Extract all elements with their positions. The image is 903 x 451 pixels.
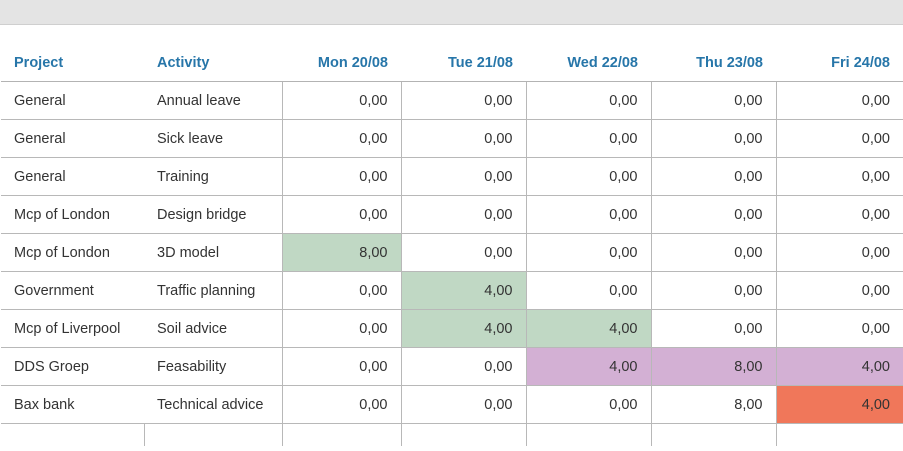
hours-cell[interactable]: 0,00 xyxy=(775,271,903,310)
project-cell: Mcp of London xyxy=(1,195,144,234)
hours-cell[interactable]: 0,00 xyxy=(775,157,903,196)
project-cell: Mcp of London xyxy=(1,233,144,272)
empty-cell[interactable] xyxy=(650,423,776,446)
table-row: Mcp of Liverpool Soil advice 0,00 4,00 4… xyxy=(1,309,903,348)
hours-cell[interactable]: 0,00 xyxy=(650,271,776,310)
hours-cell[interactable]: 4,00 xyxy=(400,309,526,348)
project-cell: General xyxy=(1,157,144,196)
column-header-day[interactable]: Thu 23/08 xyxy=(651,44,776,82)
hours-cell[interactable]: 4,00 xyxy=(775,347,903,386)
hours-cell[interactable]: 0,00 xyxy=(775,233,903,272)
project-cell: General xyxy=(1,81,144,120)
hours-cell[interactable]: 0,00 xyxy=(775,195,903,234)
hours-cell[interactable]: 0,00 xyxy=(775,119,903,158)
hours-cell[interactable]: 0,00 xyxy=(400,119,526,158)
hours-cell[interactable]: 0,00 xyxy=(400,157,526,196)
hours-cell[interactable]: 0,00 xyxy=(281,271,401,310)
empty-cell[interactable] xyxy=(1,424,144,447)
hours-cell[interactable]: 0,00 xyxy=(525,233,651,272)
top-toolbar xyxy=(0,0,903,25)
activity-cell: Training xyxy=(144,157,282,196)
hours-cell[interactable]: 0,00 xyxy=(525,195,651,234)
activity-cell: Soil advice xyxy=(144,309,282,348)
project-cell: DDS Groep xyxy=(1,347,144,386)
table-row: General Training 0,00 0,00 0,00 0,00 0,0… xyxy=(1,157,903,196)
hours-cell[interactable]: 0,00 xyxy=(525,271,651,310)
hours-cell[interactable]: 4,00 xyxy=(525,347,651,386)
hours-cell[interactable]: 0,00 xyxy=(525,157,651,196)
hours-cell[interactable]: 0,00 xyxy=(650,157,776,196)
hours-cell[interactable]: 4,00 xyxy=(525,309,651,348)
hours-cell[interactable]: 0,00 xyxy=(400,347,526,386)
hours-cell[interactable]: 0,00 xyxy=(281,157,401,196)
hours-cell[interactable]: 0,00 xyxy=(650,309,776,348)
activity-cell: Technical advice xyxy=(144,385,282,424)
column-header-activity[interactable]: Activity xyxy=(144,44,282,82)
hours-cell[interactable]: 0,00 xyxy=(400,385,526,424)
hours-cell[interactable]: 0,00 xyxy=(281,309,401,348)
hours-cell[interactable]: 8,00 xyxy=(650,385,776,424)
table-row: Bax bank Technical advice 0,00 0,00 0,00… xyxy=(1,385,903,424)
hours-cell[interactable]: 8,00 xyxy=(281,233,401,272)
hours-cell[interactable]: 0,00 xyxy=(775,81,903,120)
hours-cell[interactable]: 0,00 xyxy=(775,309,903,348)
hours-cell[interactable]: 0,00 xyxy=(650,233,776,272)
hours-cell[interactable]: 0,00 xyxy=(650,81,776,120)
empty-cell[interactable] xyxy=(143,423,282,446)
activity-cell: Traffic planning xyxy=(144,271,282,310)
hours-cell[interactable]: 4,00 xyxy=(400,271,526,310)
empty-cell[interactable] xyxy=(775,423,903,446)
project-cell: Bax bank xyxy=(1,385,144,424)
table-row: Mcp of London 3D model 8,00 0,00 0,00 0,… xyxy=(1,233,903,272)
header-row: Project Activity Mon 20/08 Tue 21/08 Wed… xyxy=(1,44,903,82)
hours-cell[interactable]: 0,00 xyxy=(650,119,776,158)
hours-cell[interactable]: 4,00 xyxy=(775,385,903,424)
hours-cell[interactable]: 0,00 xyxy=(650,195,776,234)
activity-cell: Sick leave xyxy=(144,119,282,158)
hours-cell[interactable]: 0,00 xyxy=(400,233,526,272)
project-cell: General xyxy=(1,119,144,158)
activity-cell: Feasability xyxy=(144,347,282,386)
hours-cell[interactable]: 0,00 xyxy=(400,81,526,120)
hours-cell[interactable]: 0,00 xyxy=(400,195,526,234)
hours-cell[interactable]: 0,00 xyxy=(281,195,401,234)
table-row: General Sick leave 0,00 0,00 0,00 0,00 0… xyxy=(1,119,903,158)
project-cell: Government xyxy=(1,271,144,310)
table-row: Government Traffic planning 0,00 4,00 0,… xyxy=(1,271,903,310)
hours-cell[interactable]: 8,00 xyxy=(650,347,776,386)
empty-row xyxy=(1,423,903,447)
column-header-project[interactable]: Project xyxy=(1,44,144,82)
timesheet-table: Project Activity Mon 20/08 Tue 21/08 Wed… xyxy=(1,44,903,446)
hours-cell[interactable]: 0,00 xyxy=(281,385,401,424)
column-header-day[interactable]: Mon 20/08 xyxy=(282,44,401,82)
column-header-day[interactable]: Tue 21/08 xyxy=(401,44,526,82)
hours-cell[interactable]: 0,00 xyxy=(281,119,401,158)
column-header-day[interactable]: Fri 24/08 xyxy=(776,44,903,82)
project-cell: Mcp of Liverpool xyxy=(1,309,144,348)
table-row: General Annual leave 0,00 0,00 0,00 0,00… xyxy=(1,81,903,120)
activity-cell: Design bridge xyxy=(144,195,282,234)
activity-cell: Annual leave xyxy=(144,81,282,120)
table-row: DDS Groep Feasability 0,00 0,00 4,00 8,0… xyxy=(1,347,903,386)
hours-cell[interactable]: 0,00 xyxy=(281,81,401,120)
empty-cell[interactable] xyxy=(400,423,526,446)
empty-cell[interactable] xyxy=(281,423,401,446)
activity-cell: 3D model xyxy=(144,233,282,272)
hours-cell[interactable]: 0,00 xyxy=(525,385,651,424)
hours-cell[interactable]: 0,00 xyxy=(281,347,401,386)
hours-cell[interactable]: 0,00 xyxy=(525,119,651,158)
empty-cell[interactable] xyxy=(525,423,651,446)
table-row: Mcp of London Design bridge 0,00 0,00 0,… xyxy=(1,195,903,234)
hours-cell[interactable]: 0,00 xyxy=(525,81,651,120)
column-header-day[interactable]: Wed 22/08 xyxy=(526,44,651,82)
